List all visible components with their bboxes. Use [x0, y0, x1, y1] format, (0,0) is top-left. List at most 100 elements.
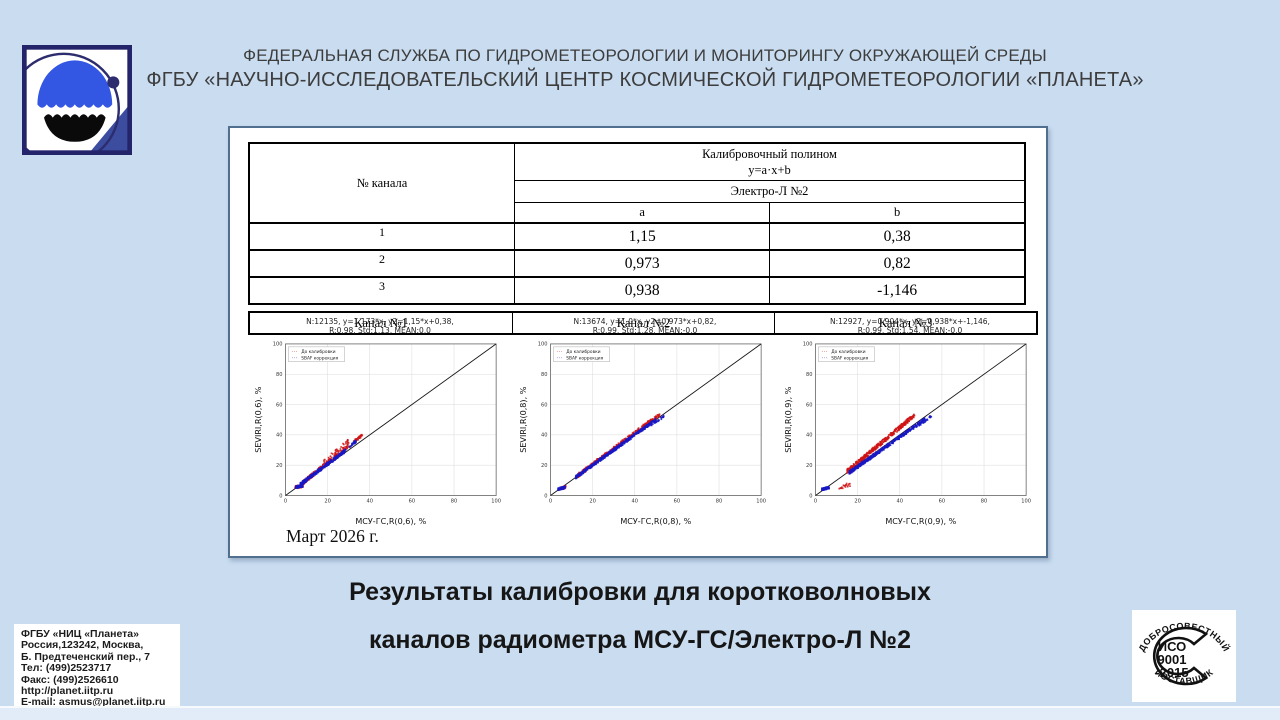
fig3-title-line2: R:0,99, Std:1,54, MEAN:-0,0 [857, 325, 963, 335]
svg-text:60: 60 [674, 498, 681, 504]
poly-header-cell: Калибровочный полином y=a·x+b [514, 142, 1026, 181]
svg-text:0: 0 [814, 498, 817, 504]
stamp-iso-line2: 9001 [1158, 652, 1187, 667]
svg-text:100: 100 [273, 342, 283, 348]
planeta-logo [21, 44, 133, 156]
svg-text:100: 100 [803, 342, 813, 348]
svg-text:20: 20 [854, 498, 861, 504]
logo-orbit [22, 52, 120, 155]
svg-text:100: 100 [491, 498, 501, 504]
svg-text:0: 0 [544, 493, 547, 499]
row2-b: 0,82 [769, 249, 1026, 278]
fig3-title-line1: N:12927, y=0,904*x, y2=0,938*x+-1,146, [830, 317, 990, 326]
svg-text:МСУ-ГС,R(0,6), %: МСУ-ГС,R(0,6), % [355, 517, 426, 526]
org-header: ФЕДЕРАЛЬНАЯ СЛУЖБА ПО ГИДРОМЕТЕОРОЛОГИИ … [95, 46, 1195, 92]
svg-text:0: 0 [809, 493, 812, 499]
svg-text:40: 40 [806, 433, 813, 439]
header-line-1: ФЕДЕРАЛЬНАЯ СЛУЖБА ПО ГИДРОМЕТЕОРОЛОГИИ … [243, 46, 1047, 65]
svg-text:20: 20 [806, 463, 813, 469]
channel-2-label: Канал №2 [512, 311, 775, 335]
svg-text:0: 0 [284, 498, 287, 504]
scatter-plot-channel-3: 0 0 20 20 40 40 60 60 80 80 100 100 ··· До калибровки… [784, 336, 1036, 529]
fig2-title-line2: R:0,99, Std:1,28, MEAN:-0,0 [592, 325, 698, 335]
contact-line: ФГБУ «НИЦ «Планета» [21, 628, 139, 640]
date-label: Март 2026 г. [286, 526, 379, 546]
svg-text:40: 40 [632, 498, 639, 504]
svg-text:20: 20 [324, 498, 331, 504]
header-line-2: ФГБУ «НАУЧНО-ИССЛЕДОВАТЕЛЬСКИЙ ЦЕНТР КОС… [146, 69, 1144, 91]
satellite-header: Электро-Л №2 [514, 180, 1026, 203]
svg-text:60: 60 [806, 402, 813, 408]
figure-channel-3: N:12927, y=0,904*x, y2=0,938*x+-1,146, R… [784, 317, 1036, 529]
poly-header-line1: Калибровочный полином [702, 147, 837, 161]
row1-b: 0,38 [769, 222, 1026, 251]
coef-b-header: b [769, 202, 1026, 224]
stamp-iso-line1: ИСО [1158, 639, 1187, 654]
svg-text:100: 100 [756, 498, 766, 504]
coef-a-header: a [513, 202, 771, 224]
contact-line: Россия,123242, Москва, [21, 639, 144, 652]
table-row: 2 0,973 0,82 [248, 249, 1026, 278]
svg-text:···: ··· [291, 355, 298, 361]
slide-title-line1: Результаты калибровки для коротковолновы… [349, 578, 931, 606]
svg-text:0: 0 [279, 493, 282, 499]
svg-text:SEVIRI,R(0,9), %: SEVIRI,R(0,9), % [784, 386, 793, 452]
svg-text:40: 40 [541, 433, 548, 439]
poly-header-line2: y=a·x+b [748, 163, 791, 177]
svg-text:40: 40 [897, 498, 904, 504]
iso-stamp: ДОБРОСОВЕСТНЫЙ ПОСТАВЩИК ИСО 9001 -2015 [1132, 610, 1236, 702]
svg-text:80: 80 [451, 498, 458, 504]
calibration-table-wrap: № канала Калибровочный полином y=a·x+b Э… [248, 142, 1038, 335]
svg-text:80: 80 [806, 372, 813, 378]
row1-a: 1,15 [513, 222, 771, 251]
svg-text:До калибровки: До калибровки [301, 349, 335, 355]
table-row: 1 1,15 0,38 [248, 222, 1026, 251]
svg-text:80: 80 [541, 372, 548, 378]
svg-text:SBAF коррекция: SBAF коррекция [566, 355, 603, 361]
contact-line: Тел: (499)2523717 [21, 662, 112, 675]
figure-channel-1: N:12135, y=1,173*x, y2=1,15*x+0,38, R:0,… [254, 317, 506, 529]
logo-satellite-dot [107, 76, 120, 89]
stamp-iso-line3: -2015 [1155, 665, 1188, 680]
slide-title: Результаты калибровки для коротковолновы… [140, 578, 1140, 655]
logo-wave-black [44, 114, 106, 142]
svg-text:МСУ-ГС,R(0,9), %: МСУ-ГС,R(0,9), % [885, 517, 956, 526]
svg-text:80: 80 [716, 498, 723, 504]
svg-text:SEVIRI,R(0,8), %: SEVIRI,R(0,8), % [519, 386, 528, 452]
figure-channel-2: N:13674, y=1,0*x, y2=0,973*x+0,82, R:0,9… [519, 317, 771, 529]
svg-text:···: ··· [821, 355, 828, 361]
svg-text:···: ··· [556, 349, 563, 355]
row3-a: 0,938 [513, 276, 771, 305]
svg-text:20: 20 [276, 463, 283, 469]
svg-text:SBAF коррекция: SBAF коррекция [831, 355, 868, 361]
svg-text:40: 40 [276, 433, 283, 439]
svg-text:60: 60 [541, 402, 548, 408]
stamp-c-shape [1152, 626, 1209, 686]
col-channel-header: № канала [248, 142, 515, 224]
svg-text:100: 100 [538, 342, 548, 348]
row1-channel: 1 [248, 222, 515, 251]
content-panel: № канала Калибровочный полином y=a·x+b Э… [228, 126, 1048, 558]
scatter-plot-channel-2: 0 0 20 20 40 40 60 60 80 80 100 100 ··· До калибровки… [519, 336, 771, 529]
svg-text:0: 0 [549, 498, 552, 504]
svg-text:20: 20 [541, 463, 548, 469]
scatter-plot-channel-1: 0 0 20 20 40 40 60 60 80 80 100 100 ··· До калибровки… [254, 336, 506, 529]
slide-title-line2: каналов радиометра МСУ-ГС/Электро-Л №2 [368, 626, 912, 654]
svg-text:···: ··· [821, 349, 828, 355]
svg-text:60: 60 [276, 402, 283, 408]
svg-text:40: 40 [367, 498, 374, 504]
contact-line: E-mail: asmus@planet.iitp.ru [21, 696, 166, 709]
table-row: 3 0,938 -1,146 [248, 276, 1026, 305]
row2-channel: 2 [248, 249, 515, 278]
svg-text:80: 80 [981, 498, 988, 504]
svg-text:SEVIRI,R(0,6), %: SEVIRI,R(0,6), % [254, 386, 263, 452]
svg-text:До калибровки: До калибровки [831, 349, 865, 355]
fig1-title-line2: R:0,98, Std:1,13, MEAN:0,0 [329, 325, 431, 335]
channel-labels-row: Канал №1 Канал №2 Канал №3 [248, 311, 1038, 335]
svg-text:···: ··· [556, 355, 563, 361]
svg-text:МСУ-ГС,R(0,8), %: МСУ-ГС,R(0,8), % [620, 517, 691, 526]
svg-text:100: 100 [1021, 498, 1031, 504]
svg-text:60: 60 [409, 498, 416, 504]
svg-text:80: 80 [276, 372, 283, 378]
